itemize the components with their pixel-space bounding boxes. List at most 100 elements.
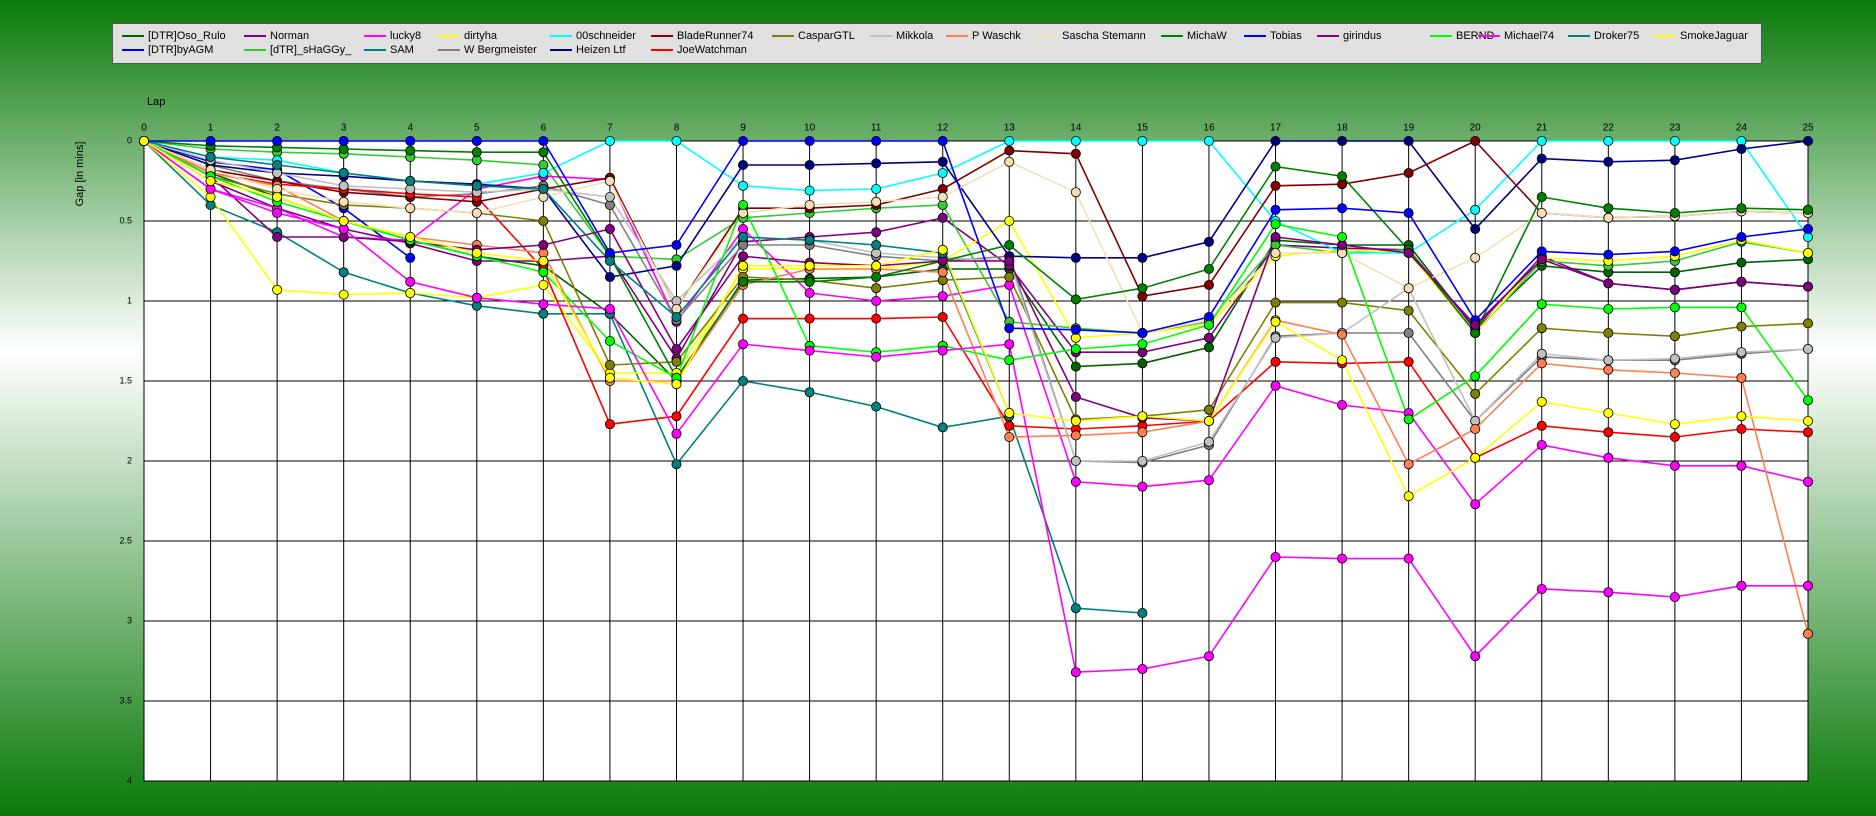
data-point xyxy=(1337,329,1348,340)
data-point xyxy=(1669,431,1680,442)
series-line xyxy=(143,140,1808,674)
data-point xyxy=(1470,452,1481,463)
data-point xyxy=(1669,284,1680,295)
data-point xyxy=(1203,651,1214,662)
y-tick-label: 1.5 xyxy=(119,375,132,385)
data-point xyxy=(1270,332,1281,343)
data-point xyxy=(1736,423,1747,434)
data-point xyxy=(604,419,615,430)
data-point xyxy=(1203,415,1214,426)
data-point xyxy=(338,289,349,300)
data-point xyxy=(871,239,882,250)
data-point xyxy=(1736,302,1747,313)
data-point xyxy=(1470,388,1481,399)
data-point xyxy=(604,191,615,202)
data-point xyxy=(1070,430,1081,441)
data-point xyxy=(1403,491,1414,502)
data-point xyxy=(1803,580,1814,591)
data-point xyxy=(1137,664,1148,675)
data-point xyxy=(1669,267,1680,278)
data-point xyxy=(671,379,682,390)
data-point xyxy=(471,180,482,191)
data-point xyxy=(1536,323,1547,334)
data-point xyxy=(205,151,216,162)
x-tick-label: 14 xyxy=(1070,123,1082,134)
data-point xyxy=(1137,283,1148,294)
data-point xyxy=(804,135,815,146)
data-point xyxy=(1603,156,1614,167)
data-point xyxy=(871,183,882,194)
data-point xyxy=(1203,279,1214,290)
data-point xyxy=(604,303,615,314)
legend-label: CasparGTL xyxy=(798,30,855,42)
x-tick-label: 24 xyxy=(1736,123,1748,134)
data-point xyxy=(1070,455,1081,466)
data-point xyxy=(1603,407,1614,418)
data-point xyxy=(1803,223,1814,234)
data-point xyxy=(1470,135,1481,146)
x-tick-label: 6 xyxy=(541,123,547,134)
data-point xyxy=(738,180,749,191)
data-point xyxy=(1536,153,1547,164)
legend-label: dirtyha xyxy=(464,30,498,42)
data-point xyxy=(1137,411,1148,422)
data-point xyxy=(937,244,948,255)
data-point xyxy=(871,313,882,324)
data-point xyxy=(272,191,283,202)
legend-label: SAM xyxy=(390,44,414,56)
data-point xyxy=(1669,135,1680,146)
data-point xyxy=(1736,580,1747,591)
data-point xyxy=(1669,207,1680,218)
data-point xyxy=(1004,407,1015,418)
data-point xyxy=(1603,303,1614,314)
data-point xyxy=(871,271,882,282)
data-point xyxy=(1669,419,1680,430)
data-point xyxy=(1470,371,1481,382)
y-tick-label: 0.5 xyxy=(119,215,132,225)
data-point xyxy=(272,207,283,218)
x-tick-label: 16 xyxy=(1203,123,1215,134)
data-point xyxy=(538,167,549,178)
data-point xyxy=(738,313,749,324)
data-point xyxy=(1803,281,1814,292)
data-point xyxy=(1137,608,1148,619)
x-axis-label: Lap xyxy=(147,96,165,108)
data-point xyxy=(1470,252,1481,263)
data-point xyxy=(1603,364,1614,375)
data-point xyxy=(804,276,815,287)
data-point xyxy=(1403,247,1414,258)
data-point xyxy=(604,335,615,346)
series-line xyxy=(143,140,1809,311)
x-tick-label: 25 xyxy=(1802,123,1814,134)
data-point xyxy=(1270,356,1281,367)
legend-label: Sascha Stemann xyxy=(1062,30,1146,42)
data-point xyxy=(1603,327,1614,338)
data-point xyxy=(1070,415,1081,426)
data-point xyxy=(1736,276,1747,287)
data-point xyxy=(604,175,615,186)
data-point xyxy=(1803,204,1814,215)
series-line xyxy=(143,140,1809,635)
data-point xyxy=(1337,135,1348,146)
data-point xyxy=(1070,361,1081,372)
x-tick-label: 2 xyxy=(274,123,280,134)
series-line xyxy=(143,140,1809,421)
data-point xyxy=(1337,553,1348,564)
data-point xyxy=(471,207,482,218)
data-point xyxy=(1803,628,1814,639)
data-point xyxy=(1004,271,1015,282)
data-point xyxy=(1403,207,1414,218)
data-point xyxy=(1603,452,1614,463)
data-point xyxy=(738,339,749,350)
x-tick-label: 12 xyxy=(937,123,949,134)
legend-label: [DTR]byAGM xyxy=(148,44,213,56)
data-point xyxy=(804,185,815,196)
data-point xyxy=(1137,327,1148,338)
data-point xyxy=(1736,372,1747,383)
data-point xyxy=(1536,254,1547,265)
data-point xyxy=(1603,427,1614,438)
legend-label: MichaW xyxy=(1187,30,1227,42)
data-point xyxy=(1270,316,1281,327)
data-point xyxy=(671,356,682,367)
